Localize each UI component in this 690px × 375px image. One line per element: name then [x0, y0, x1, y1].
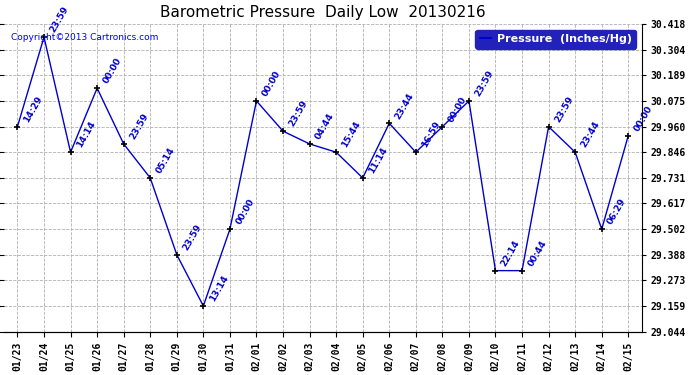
Text: 23:59: 23:59 [181, 222, 203, 252]
Text: 00:00: 00:00 [446, 95, 469, 124]
Legend: Pressure  (Inches/Hg): Pressure (Inches/Hg) [475, 30, 636, 49]
Text: 05:14: 05:14 [155, 146, 177, 175]
Text: 16:59: 16:59 [420, 120, 442, 149]
Text: 13:14: 13:14 [208, 274, 230, 303]
Text: 23:59: 23:59 [553, 94, 575, 124]
Text: 00:44: 00:44 [526, 238, 549, 268]
Text: 23:44: 23:44 [393, 91, 415, 120]
Text: 14:14: 14:14 [75, 120, 97, 149]
Text: 11:14: 11:14 [367, 146, 389, 175]
Text: 00:00: 00:00 [234, 198, 256, 226]
Text: 22:14: 22:14 [500, 238, 522, 268]
Title: Barometric Pressure  Daily Low  20130216: Barometric Pressure Daily Low 20130216 [160, 5, 486, 20]
Text: 23:44: 23:44 [580, 120, 602, 149]
Text: 14:29: 14:29 [21, 94, 44, 124]
Text: 23:59: 23:59 [128, 112, 150, 141]
Text: 00:00: 00:00 [101, 57, 123, 86]
Text: Copyright©2013 Cartronics.com: Copyright©2013 Cartronics.com [10, 33, 158, 42]
Text: 04:44: 04:44 [314, 112, 336, 141]
Text: 00:00: 00:00 [633, 104, 654, 133]
Text: 23:59: 23:59 [473, 69, 495, 98]
Text: 00:00: 00:00 [261, 69, 282, 98]
Text: 15:44: 15:44 [340, 120, 362, 149]
Text: 23:59: 23:59 [287, 99, 309, 128]
Text: 23:59: 23:59 [48, 5, 70, 34]
Text: 06:29: 06:29 [606, 197, 628, 226]
